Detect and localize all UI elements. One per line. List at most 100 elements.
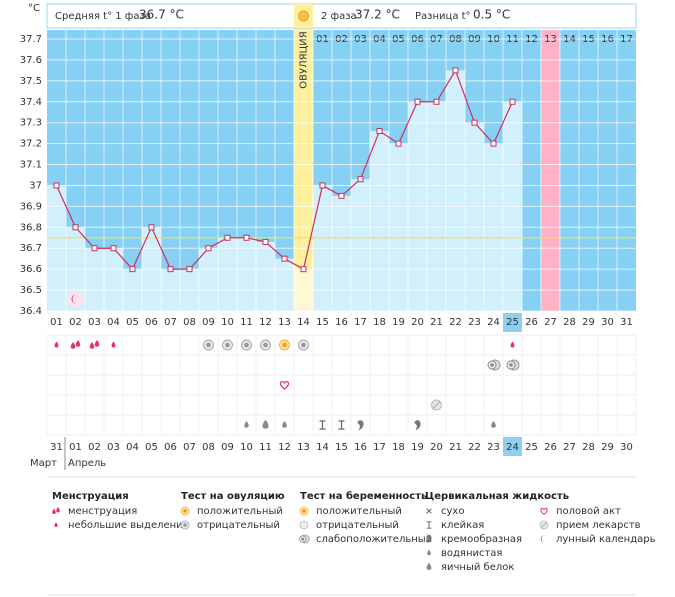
month-label: Апрель <box>68 458 106 469</box>
y-tick-label: 36.8 <box>20 222 42 233</box>
temperature-point <box>433 98 440 105</box>
date-label: 07 <box>183 442 196 453</box>
legend-icon <box>426 508 432 514</box>
date-label: 26 <box>544 442 557 453</box>
test-inner <box>490 363 494 367</box>
moon <box>540 535 545 543</box>
date-label: 03 <box>107 442 120 453</box>
test-inner <box>244 342 249 348</box>
x-tick-label: 15 <box>316 317 329 328</box>
phase2-label: 2 фаза <box>321 11 357 22</box>
test-inner <box>183 509 187 513</box>
x-tick-label: 29 <box>582 317 595 328</box>
date-label: 28 <box>582 442 595 453</box>
y-tick-label: 36.7 <box>20 243 42 254</box>
x-tick-label: 21 <box>430 317 443 328</box>
sticky <box>426 521 432 529</box>
symptom-icon <box>54 341 59 348</box>
date-label: 30 <box>620 442 633 453</box>
legend-icon <box>539 520 549 530</box>
symptom-icon <box>279 339 290 351</box>
legend-icon <box>426 535 432 543</box>
legend-label: клейкая <box>441 520 484 531</box>
temperature-bar <box>332 195 351 311</box>
temperature-point <box>72 224 79 231</box>
test-inner <box>509 363 513 367</box>
pill-line <box>432 401 441 409</box>
x-tick-label: 05 <box>126 317 139 328</box>
symptom-icon <box>357 420 364 430</box>
legend-icon <box>427 549 431 556</box>
symptom-icon <box>280 380 289 390</box>
y-tick-label: 37.2 <box>20 139 42 150</box>
y-tick-label: 37.4 <box>20 97 42 108</box>
x-tick-label: 25 <box>506 317 519 328</box>
date-label: 23 <box>487 442 500 453</box>
drop <box>75 340 81 347</box>
x-tick-label: 31 <box>620 317 633 328</box>
drop <box>94 340 100 347</box>
temperature-point <box>357 176 364 183</box>
date-label: 13 <box>297 442 310 453</box>
y-tick-label: 36.5 <box>20 285 42 296</box>
legend-label: лунный календарь <box>556 534 656 545</box>
test-inner <box>183 523 187 527</box>
diff-value: 0.5 °С <box>473 8 510 22</box>
y-tick-label: 36.4 <box>20 306 42 317</box>
x-tick-label: 26 <box>525 317 538 328</box>
temperature-bar <box>237 237 256 311</box>
legend-label: отрицательный <box>316 520 399 531</box>
diff-label: Разница t° <box>415 11 471 22</box>
temperature-point <box>376 128 383 135</box>
legend-icon <box>180 520 190 530</box>
temperature-point <box>509 98 516 105</box>
x-tick-label: 30 <box>601 317 614 328</box>
symptom-icon <box>298 339 309 351</box>
drop <box>54 522 58 527</box>
temperature-bar <box>465 122 484 311</box>
x-tick-label: 09 <box>202 317 215 328</box>
legend-title: Цервикальная жидкость <box>425 491 569 502</box>
legend-icon <box>180 506 190 516</box>
x-tick-label: 22 <box>449 317 462 328</box>
date-label: 10 <box>240 442 253 453</box>
date-label: 19 <box>411 442 424 453</box>
x-tick-label: 17 <box>354 317 367 328</box>
symptom-icon <box>111 341 116 348</box>
y-tick-label: 37 <box>29 180 42 191</box>
expected-period-column <box>541 30 560 311</box>
date-label: 06 <box>164 442 177 453</box>
date-label: 15 <box>335 442 348 453</box>
legend-icon <box>54 522 58 527</box>
today-highlight <box>503 313 522 332</box>
moon <box>71 294 77 304</box>
legend-icon <box>540 535 548 543</box>
symptom-icon <box>319 420 326 430</box>
legend-label: менструация <box>68 506 137 517</box>
drop <box>427 549 431 556</box>
symptom-icon <box>338 420 345 430</box>
symptom-icon <box>487 359 501 371</box>
symptom-icon <box>89 340 100 349</box>
drop <box>510 341 515 348</box>
temperature-bar <box>446 70 465 311</box>
y-tick-label: 37.7 <box>20 34 42 45</box>
y-tick-label: 36.9 <box>20 201 42 212</box>
temperature-point <box>414 98 421 105</box>
header-box <box>46 3 637 29</box>
temperature-point <box>471 119 478 126</box>
temperature-point <box>338 192 345 199</box>
x-tick-label: 27 <box>544 317 557 328</box>
moon-bg <box>67 291 84 307</box>
month-label: Март <box>30 458 57 469</box>
date-label: 27 <box>563 442 576 453</box>
date-label: 24 <box>506 442 519 453</box>
temperature-point <box>129 266 136 273</box>
phase1-avg: 36.7 °С <box>139 8 184 22</box>
symptom-icon <box>414 420 421 430</box>
date-label: 29 <box>601 442 614 453</box>
creamy <box>357 420 364 430</box>
symptom-icon <box>222 339 233 351</box>
legend-label: прием лекарств <box>556 520 641 531</box>
y-unit: °С <box>28 3 40 14</box>
